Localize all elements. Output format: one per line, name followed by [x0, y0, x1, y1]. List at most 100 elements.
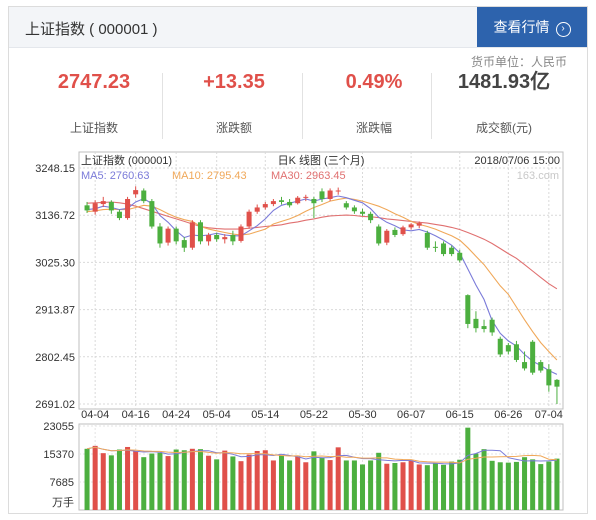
ma10-line	[87, 197, 558, 361]
volume-bar	[538, 464, 544, 510]
candle-body	[303, 196, 309, 198]
candle	[141, 188, 147, 204]
volume-bar	[238, 461, 244, 510]
candle	[270, 198, 276, 207]
stat-change: +13.35 涨跌额	[169, 67, 299, 136]
volume-bar	[335, 447, 341, 510]
candle-body	[197, 222, 203, 242]
candle-body	[408, 224, 414, 228]
candle-body	[149, 201, 155, 227]
volume-bar	[133, 450, 139, 510]
candle	[376, 224, 382, 246]
candle-body	[181, 240, 187, 248]
candle-body	[189, 222, 195, 248]
stat-value: 0.49%	[345, 71, 403, 93]
candle	[343, 201, 349, 210]
candle	[173, 226, 179, 245]
stat-divider	[162, 73, 163, 139]
candle	[497, 336, 503, 357]
candle	[254, 204, 260, 214]
y-tick-label: 2802.45	[35, 352, 75, 364]
candle-body	[100, 201, 106, 205]
stat-turnover: 1481.93亿 成交额(元)	[439, 67, 569, 136]
volume-bar	[181, 450, 187, 510]
candle	[327, 188, 333, 202]
panel-header: 上证指数 ( 000001 ) 查看行情 ›	[9, 7, 587, 48]
candle	[400, 225, 406, 236]
x-tick-label: 06-07	[397, 409, 425, 421]
volume-bar	[351, 460, 357, 510]
candle-body	[538, 362, 544, 371]
candle-body	[489, 319, 495, 333]
volume-bar	[278, 455, 285, 510]
candle	[92, 200, 98, 215]
currency-note: 货币单位：人民币	[470, 55, 567, 69]
candle	[505, 343, 511, 355]
y-tick-label: 3136.72	[35, 210, 75, 222]
volume-bar	[530, 459, 536, 510]
candle	[489, 317, 495, 336]
view-quote-label: 查看行情	[493, 19, 550, 35]
volume-bar	[254, 450, 260, 510]
candle-body	[335, 190, 341, 192]
volume-bar	[197, 449, 203, 510]
volume-ma-line	[87, 446, 557, 465]
candle-body	[432, 246, 438, 248]
candle	[206, 232, 212, 246]
volume-bar	[546, 461, 552, 510]
x-tick-label: 04-04	[81, 409, 109, 421]
candle	[222, 234, 228, 244]
volume-bar	[92, 445, 98, 510]
volume-bar	[522, 457, 528, 510]
x-tick-label: 05-14	[251, 409, 279, 421]
candle	[432, 241, 438, 252]
volume-bar	[400, 462, 406, 510]
candle	[197, 220, 203, 245]
volume-bar	[125, 446, 131, 510]
volume-bar	[465, 427, 471, 510]
candle	[408, 223, 414, 230]
ma5-legend: MA5: 2760.63	[81, 170, 150, 182]
volume-bar	[100, 453, 106, 510]
volume-bar	[408, 460, 414, 510]
ma30-legend: MA30: 2963.45	[271, 170, 346, 182]
volume-tick-label: 23055	[43, 421, 74, 433]
candle	[530, 340, 536, 375]
volume-ma-line	[87, 446, 557, 464]
candle-body	[546, 369, 552, 386]
volume-bar	[84, 448, 90, 510]
stat-value: 2747.23	[57, 71, 131, 93]
candle-body	[254, 207, 260, 212]
candle	[125, 196, 131, 220]
volume-bar	[165, 456, 171, 510]
volume-bar	[392, 462, 398, 510]
candle-body	[416, 223, 422, 226]
candle-body	[554, 379, 560, 387]
candle-body	[392, 229, 398, 235]
volume-bar	[376, 452, 382, 510]
candle	[384, 229, 390, 246]
chevron-right-icon: ›	[555, 22, 571, 37]
candle	[116, 209, 122, 221]
candle-body	[295, 197, 301, 204]
candle	[278, 196, 285, 205]
view-quote-button[interactable]: 查看行情 ›	[477, 7, 587, 47]
candle-body	[359, 211, 366, 214]
volume-tick-label: 15370	[43, 449, 74, 461]
candle-body	[141, 190, 147, 202]
candle-body	[84, 205, 90, 211]
candle-body	[384, 230, 390, 243]
panel-title: 上证指数 ( 000001 )	[25, 21, 158, 38]
candle-body	[522, 362, 528, 369]
candle-body	[368, 213, 374, 221]
candle	[554, 379, 560, 405]
stat-divider	[302, 73, 303, 139]
volume-bar	[489, 460, 495, 510]
candle-body	[287, 201, 293, 206]
candle-body	[165, 228, 171, 243]
y-tick-label: 3248.15	[35, 163, 75, 175]
candle	[181, 237, 187, 252]
candle-body	[497, 338, 503, 355]
stat-value: +13.35	[203, 71, 265, 93]
candle-body	[278, 200, 285, 202]
